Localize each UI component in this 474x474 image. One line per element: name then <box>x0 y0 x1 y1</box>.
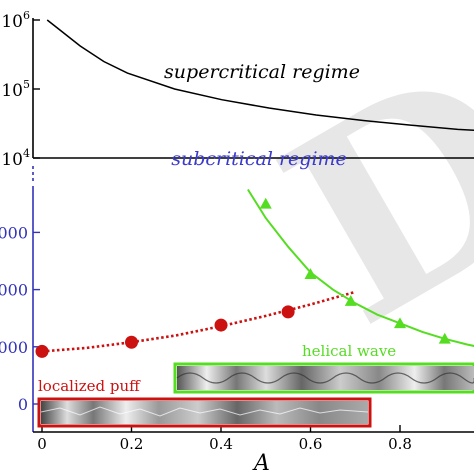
lower-y-tick-label: 000 <box>0 338 28 357</box>
localized-puff-point <box>35 344 49 358</box>
lower-y-tick-label: 0 <box>18 395 28 414</box>
series-label-localized-puff: localized puff <box>38 377 141 395</box>
helical-wave-point <box>304 268 317 279</box>
lower-y-tick-label: 000 <box>0 281 28 300</box>
upper-y-tick-label: 104 <box>1 147 30 170</box>
lower-x-tick-label: 0.2 <box>120 435 144 453</box>
upper-panel: 106 105 104 supercritical regime <box>1 9 474 170</box>
lower-x-tick-label: 0.4 <box>209 435 233 453</box>
lower-y-tick-label: 000 <box>0 223 28 242</box>
upper-y-tick-label: 106 <box>1 9 30 32</box>
localized-puff-fit-line <box>41 290 356 353</box>
helical-wave-point <box>438 332 451 344</box>
localized-puff-inset <box>37 397 372 428</box>
lower-x-tick-label: 0.8 <box>388 435 412 453</box>
supercritical-regime-label: supercritical regime <box>164 61 360 83</box>
helical-wave-point <box>344 295 357 306</box>
upper-y-tick-label: 105 <box>1 78 30 101</box>
x-axis-label: A <box>252 451 270 474</box>
helical-wave-point <box>394 317 406 329</box>
supercritical-boundary-line <box>46 19 474 131</box>
subcritical-regime-label: subcritical regime <box>171 148 347 170</box>
helical-wave-inset <box>173 362 474 394</box>
lower-x-tick-label: 0.6 <box>299 435 323 453</box>
series-label-helical-wave: helical wave <box>302 342 396 360</box>
lower-x-tick-label: 0 <box>37 435 47 453</box>
localized-puff-point <box>281 305 295 319</box>
localized-puff-point <box>125 335 138 349</box>
helical-wave-point <box>259 197 272 209</box>
localized-puff-point <box>214 318 228 332</box>
